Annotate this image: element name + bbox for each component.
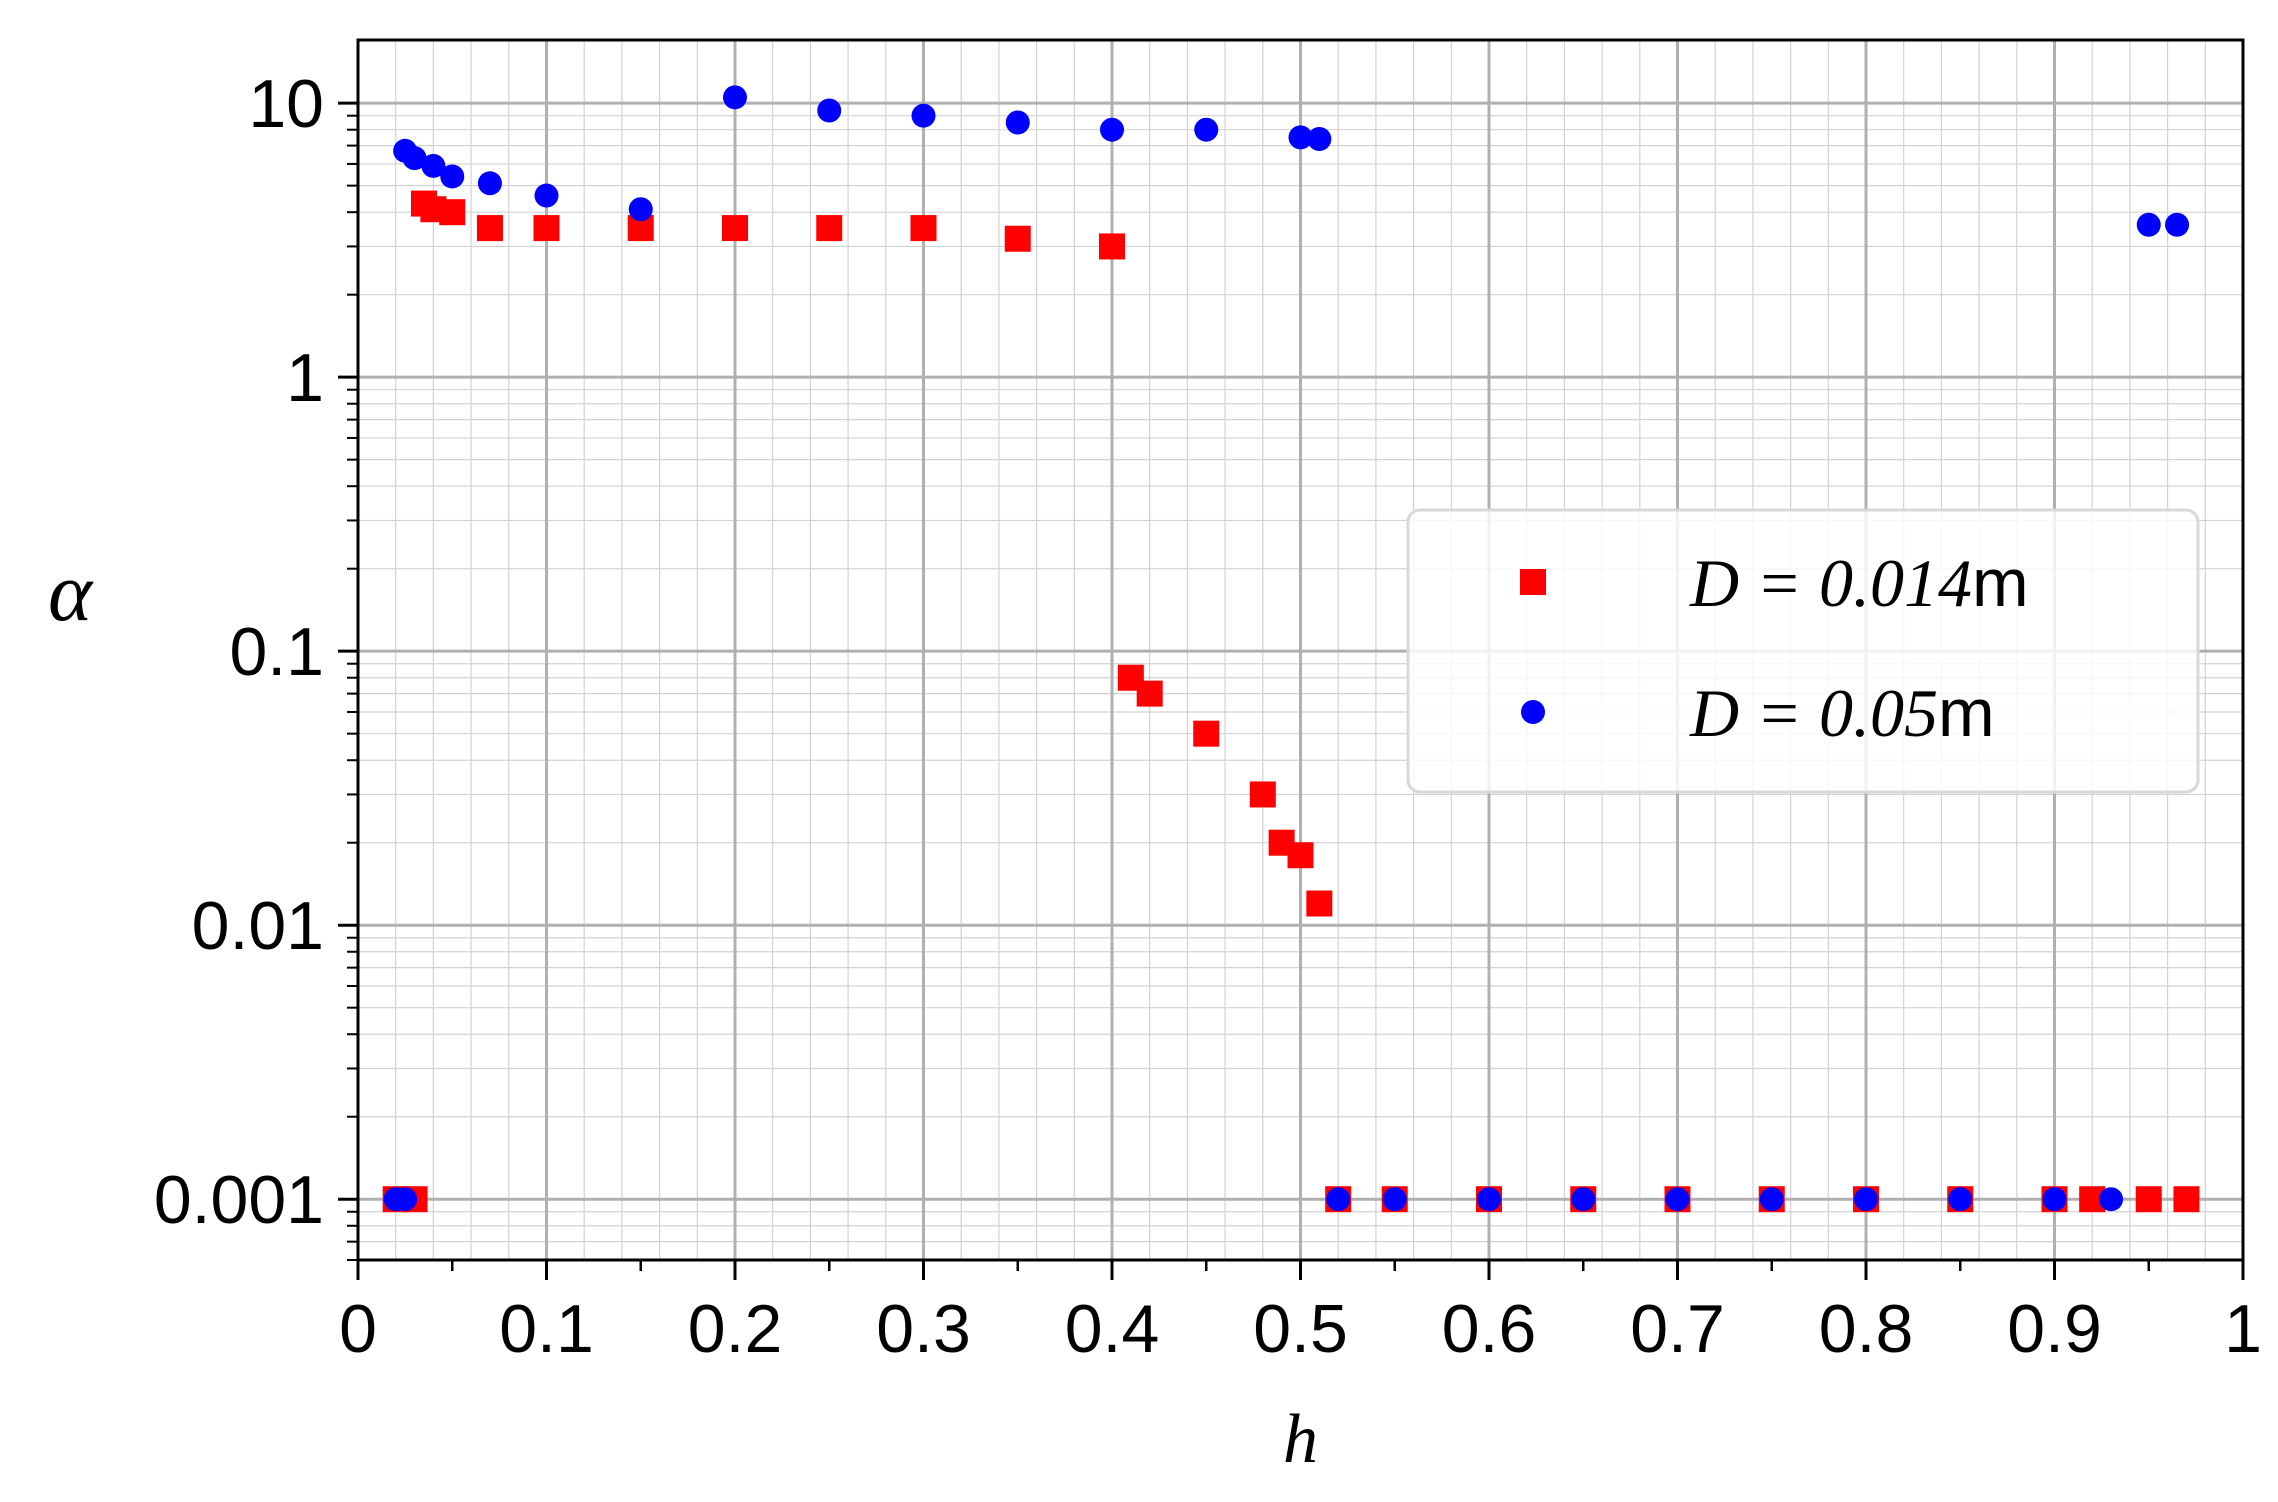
data-point-square (1306, 890, 1333, 917)
data-point-circle (1759, 1187, 1784, 1212)
x-tick-label: 0 (339, 1291, 377, 1367)
data-point-circle (723, 85, 747, 110)
tick-marks (338, 101, 2245, 1280)
data-point-circle (1326, 1187, 1351, 1212)
data-point-circle (1194, 117, 1219, 142)
data-point-circle (628, 197, 653, 222)
x-axis-label: h (1283, 1401, 1318, 1478)
data-point-square (439, 199, 466, 226)
legend-label: D = 0.05m (1689, 675, 1995, 751)
data-point-square (910, 215, 937, 242)
data-point-square (1136, 680, 1163, 707)
y-tick-label: 0.1 (229, 614, 324, 690)
data-point-circle (1100, 117, 1124, 142)
data-point-circle (534, 183, 559, 208)
x-tick-label: 0.3 (876, 1291, 971, 1367)
data-point-circle (2165, 212, 2190, 237)
data-point-square (2173, 1186, 2200, 1213)
data-point-circle (817, 98, 842, 123)
x-tick-label: 0.7 (1630, 1291, 1725, 1367)
data-point-circle (2042, 1187, 2067, 1212)
data-point-circle (1288, 125, 1313, 150)
data-point-square (722, 215, 748, 242)
data-point-circle (1665, 1187, 1690, 1212)
legend-marker-circle (1521, 700, 1545, 724)
x-tick-label: 0.8 (1819, 1291, 1914, 1367)
data-point-square (816, 215, 843, 242)
data-point-square (1099, 233, 1125, 260)
legend-label: D = 0.014m (1689, 545, 2029, 621)
data-point-circle (402, 146, 427, 171)
data-point-circle (421, 153, 446, 178)
data-point-circle (440, 164, 465, 189)
y-tick-label: 0.01 (192, 888, 324, 964)
x-tick-label: 0.9 (2007, 1291, 2102, 1367)
y-tick-label: 0.001 (154, 1162, 324, 1238)
x-tick-label: 0.2 (688, 1291, 783, 1367)
y-axis-label: α (48, 546, 94, 639)
x-tick-label: 0.4 (1065, 1291, 1160, 1367)
data-point-square (2135, 1186, 2162, 1213)
data-point-circle (1948, 1187, 1973, 1212)
data-point-circle (1005, 110, 1030, 135)
legend-marker-square (1520, 569, 1546, 595)
tick-labels: 0 0.1 0.2 0.3 0.4 0.5 0.6 0.7 0.8 0.9 1 0.001 0.01 0.… (154, 66, 2262, 1367)
data-point-square (1249, 781, 1276, 808)
y-tick-label: 10 (248, 66, 324, 142)
data-point-square (1004, 225, 1031, 252)
x-tick-label: 0.6 (1442, 1291, 1537, 1367)
data-point-square (1287, 842, 1314, 869)
data-point-circle (1307, 126, 1332, 151)
data-point-circle (2136, 212, 2161, 237)
series-layer (382, 85, 2200, 1213)
data-point-circle (477, 171, 502, 196)
legend: D = 0.014m D = 0.05m (1406, 508, 2200, 794)
data-point-circle (1382, 1187, 1407, 1212)
x-tick-label: 0.5 (1253, 1291, 1348, 1367)
data-point-circle (2099, 1187, 2124, 1212)
x-tick-label: 1 (2224, 1291, 2262, 1367)
data-point-square (533, 215, 560, 242)
series-circle (383, 85, 2190, 1212)
data-point-circle (393, 1187, 418, 1212)
data-point-square (1193, 720, 1220, 747)
data-point-circle (1571, 1187, 1596, 1212)
y-tick-label: 1 (286, 340, 324, 416)
data-point-circle (1477, 1187, 1501, 1212)
data-point-circle (1854, 1187, 1878, 1212)
legend-box (1406, 508, 2200, 794)
data-point-square (476, 215, 503, 242)
x-tick-label: 0.1 (499, 1291, 594, 1367)
data-point-circle (911, 103, 936, 128)
